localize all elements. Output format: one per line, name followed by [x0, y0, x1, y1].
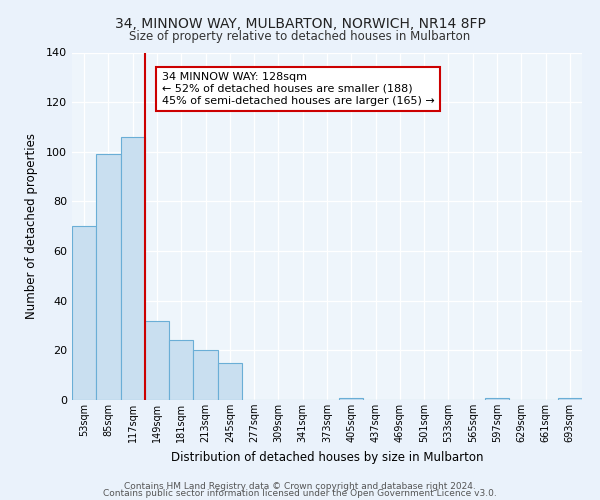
Bar	[558, 398, 582, 400]
Bar	[145, 320, 169, 400]
Text: Size of property relative to detached houses in Mulbarton: Size of property relative to detached ho…	[130, 30, 470, 43]
Bar	[218, 363, 242, 400]
Y-axis label: Number of detached properties: Number of detached properties	[25, 133, 38, 320]
Bar	[121, 137, 145, 400]
Bar	[169, 340, 193, 400]
Bar	[339, 398, 364, 400]
Bar	[485, 398, 509, 400]
Text: Contains public sector information licensed under the Open Government Licence v3: Contains public sector information licen…	[103, 490, 497, 498]
X-axis label: Distribution of detached houses by size in Mulbarton: Distribution of detached houses by size …	[171, 450, 483, 464]
Text: Contains HM Land Registry data © Crown copyright and database right 2024.: Contains HM Land Registry data © Crown c…	[124, 482, 476, 491]
Text: 34, MINNOW WAY, MULBARTON, NORWICH, NR14 8FP: 34, MINNOW WAY, MULBARTON, NORWICH, NR14…	[115, 18, 485, 32]
Text: 34 MINNOW WAY: 128sqm
← 52% of detached houses are smaller (188)
45% of semi-det: 34 MINNOW WAY: 128sqm ← 52% of detached …	[162, 72, 434, 106]
Bar	[96, 154, 121, 400]
Bar	[72, 226, 96, 400]
Bar	[193, 350, 218, 400]
